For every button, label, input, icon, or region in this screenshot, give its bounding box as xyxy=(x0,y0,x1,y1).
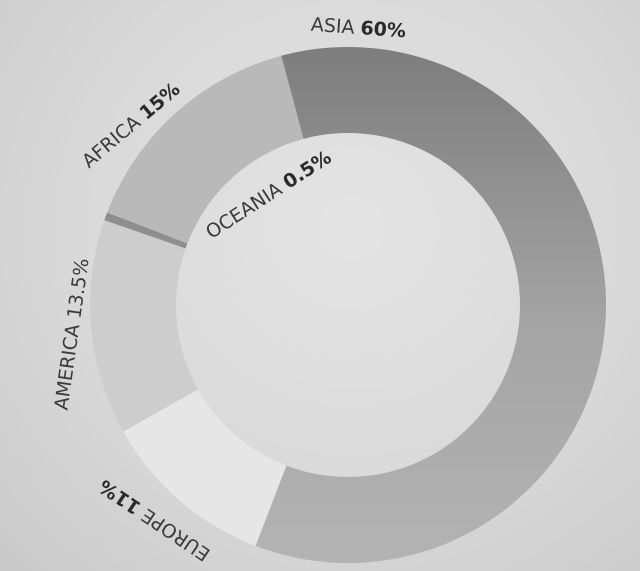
label-america: AMERICA 13.5% xyxy=(51,257,94,411)
label-oceania-value: 0.5% xyxy=(279,146,335,193)
label-asia-name: ASIA xyxy=(310,14,361,39)
label-asia: ASIA 60% xyxy=(310,14,406,43)
slice-america xyxy=(90,220,199,432)
slice-europe xyxy=(123,389,287,546)
slice-oceania xyxy=(104,212,188,249)
slice-africa xyxy=(107,55,304,244)
label-america-name: AMERICA xyxy=(51,317,86,412)
label-america-value: 13.5% xyxy=(63,257,93,320)
label-europe-value: 11% xyxy=(95,475,145,519)
slice-asia xyxy=(255,47,606,564)
label-asia-value: 60% xyxy=(360,17,407,42)
